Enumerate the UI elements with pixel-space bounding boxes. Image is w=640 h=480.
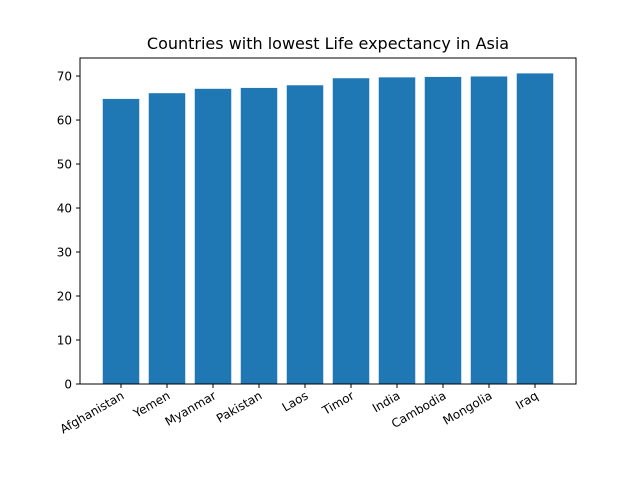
- plot-frame: [79, 57, 577, 385]
- chart-title: Countries with lowest Life expectancy in…: [147, 34, 509, 53]
- bars-group: [102, 73, 554, 385]
- bar-yemen: [148, 93, 186, 384]
- bar-laos: [286, 85, 324, 384]
- y-tick-label: 20: [57, 290, 72, 304]
- bar-india: [378, 77, 416, 385]
- bar-afghanistan: [102, 98, 140, 384]
- bar-iraq: [516, 73, 554, 385]
- bar-timor: [332, 78, 370, 385]
- bar-myanmar: [194, 88, 232, 385]
- y-tick-label: 10: [57, 334, 72, 348]
- y-tick-label: 40: [57, 202, 72, 216]
- bar-pakistan: [240, 87, 278, 385]
- bar-mongolia: [470, 76, 508, 384]
- y-tick-label: 60: [57, 114, 72, 128]
- y-tick-label: 0: [64, 378, 72, 392]
- y-axis: 0 10 20 30 40 50 60 70: [57, 70, 80, 392]
- bar-cambodia: [424, 76, 462, 385]
- y-tick-label: 50: [57, 158, 72, 172]
- y-tick-label: 30: [57, 246, 72, 260]
- y-tick-label: 70: [57, 70, 72, 84]
